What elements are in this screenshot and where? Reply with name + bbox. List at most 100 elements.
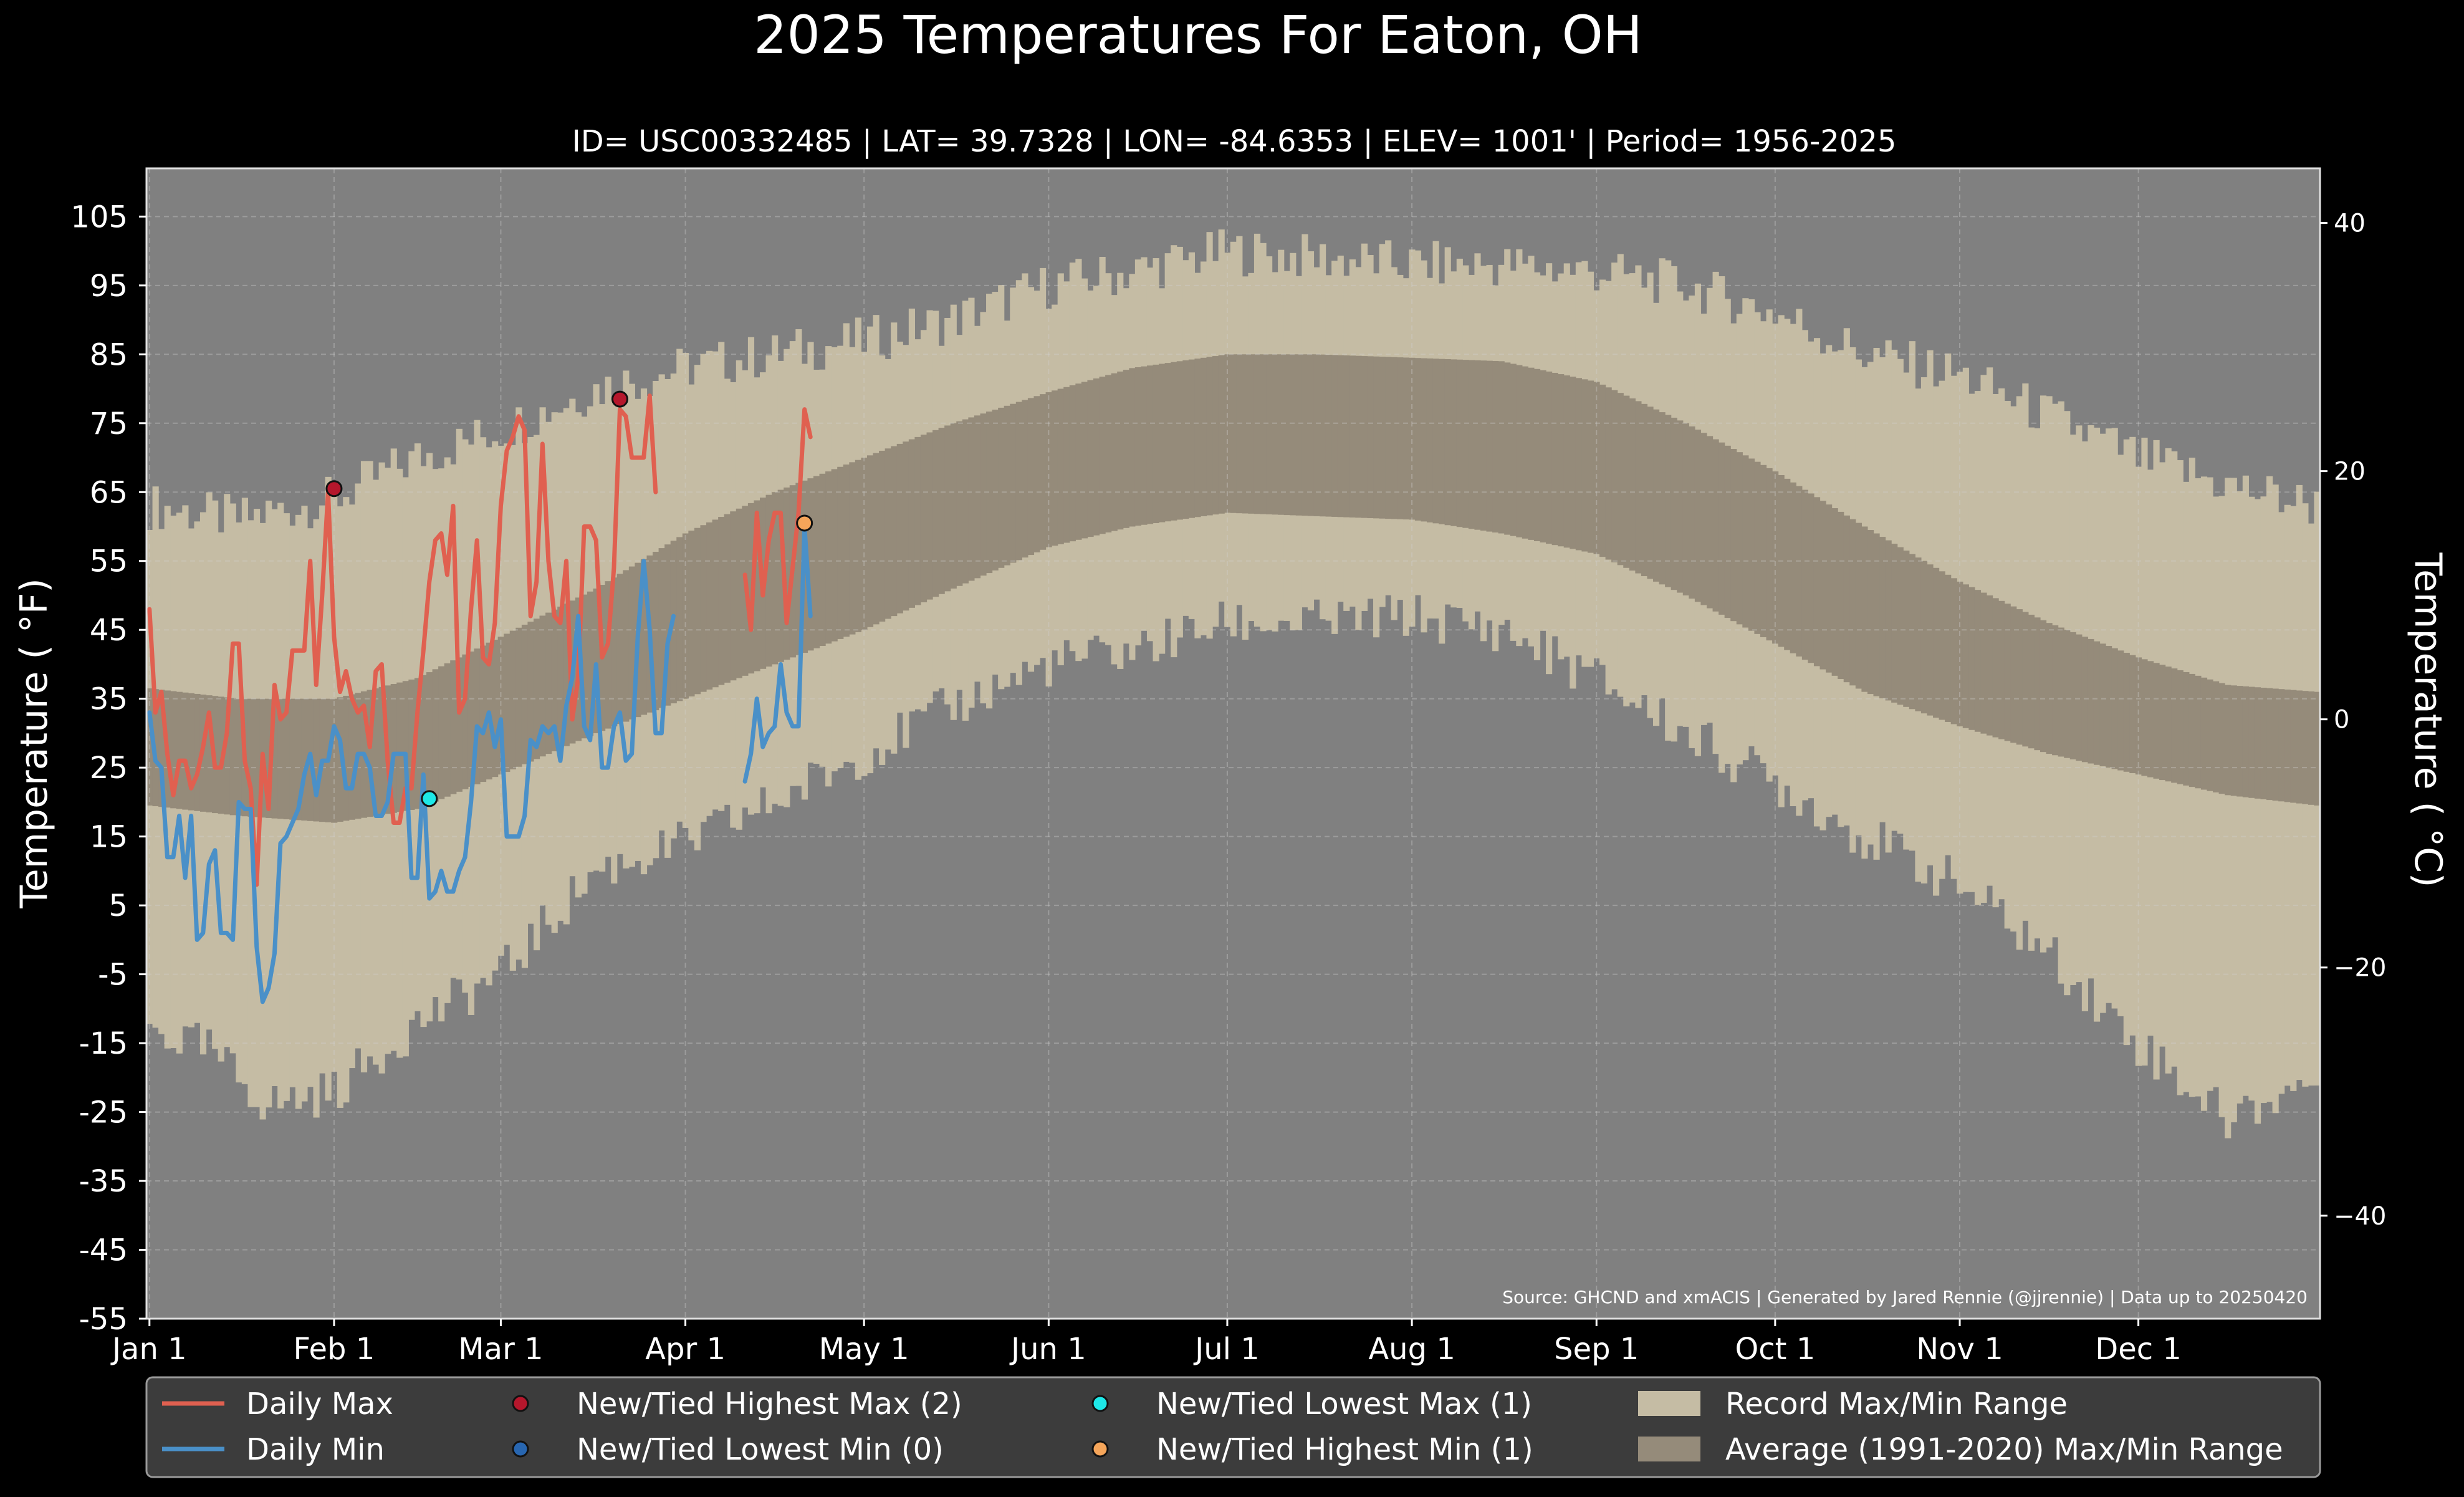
average-range-bar xyxy=(2123,653,2130,772)
average-range-bar xyxy=(1373,356,1380,519)
average-range-bar xyxy=(1081,382,1088,539)
average-range-bar xyxy=(438,666,445,799)
average-range-bar xyxy=(837,466,844,639)
average-range-bar xyxy=(1337,355,1344,517)
average-range-bar xyxy=(926,432,933,600)
average-range-bar xyxy=(1439,359,1445,524)
legend-dot-swatch xyxy=(1091,1440,1109,1458)
average-range-bar xyxy=(855,460,862,632)
average-range-bar xyxy=(176,691,183,809)
average-range-bar xyxy=(1146,365,1154,524)
average-range-bar xyxy=(188,693,195,811)
average-range-bar xyxy=(2081,637,2089,763)
average-range-bar xyxy=(712,519,719,688)
average-range-bar xyxy=(1307,354,1315,516)
average-range-bar xyxy=(1260,354,1267,514)
average-range-bar xyxy=(950,423,957,589)
legend-dot-swatch xyxy=(1091,1395,1109,1412)
average-range-bar xyxy=(1939,571,1945,720)
average-range-bar xyxy=(1563,375,1570,548)
average-range-bar xyxy=(908,439,915,608)
average-range-bar xyxy=(2147,661,2154,777)
average-range-bar xyxy=(301,698,308,821)
average-range-bar xyxy=(700,525,707,692)
series-line xyxy=(147,559,676,1004)
average-range-bar xyxy=(527,622,534,762)
average-range-bar xyxy=(932,430,939,597)
average-range-bar xyxy=(2278,689,2285,802)
record-range-bar xyxy=(2200,476,2208,1111)
plot-area: Source: GHCND and xmACIS | Generated by … xyxy=(145,167,2321,1320)
average-range-bar xyxy=(521,624,529,764)
average-range-bar xyxy=(1891,544,1898,703)
chart-subtitle: ID= USC00332485 | LAT= 39.7328 | LON= -8… xyxy=(572,124,1897,159)
legend-label: New/Tied Lowest Min (0) xyxy=(577,1432,944,1467)
average-range-bar xyxy=(2248,686,2255,798)
x-tick-label: Oct 1 xyxy=(1735,1332,1815,1367)
average-range-bar xyxy=(1671,417,1677,590)
average-range-bar xyxy=(1504,362,1511,535)
series-line xyxy=(147,393,658,887)
average-range-bar xyxy=(861,458,868,630)
average-range-bar xyxy=(1087,380,1094,537)
average-range-bar xyxy=(819,473,826,646)
average-range-bar xyxy=(313,698,320,822)
average-range-bar xyxy=(515,627,522,767)
y-tick-label: 5 xyxy=(108,888,128,923)
average-range-bar xyxy=(1176,361,1183,520)
y-axis-right: 40 20 0 −20 −40 xyxy=(2320,209,2386,1231)
average-range-bar xyxy=(2028,614,2035,749)
average-range-bar xyxy=(968,417,975,581)
x-tick-label: Aug 1 xyxy=(1368,1332,1455,1367)
series-line xyxy=(742,524,813,784)
average-range-bar xyxy=(1313,354,1320,516)
average-range-bar xyxy=(492,639,499,777)
average-range-bar xyxy=(1920,561,1928,714)
average-range-bar xyxy=(1123,370,1129,528)
average-range-bar xyxy=(1367,356,1374,519)
average-range-bar xyxy=(1665,415,1672,587)
average-range-bar xyxy=(2266,688,2273,801)
average-range-bar xyxy=(1945,574,1952,722)
average-range-bar xyxy=(253,698,261,817)
average-range-bar xyxy=(807,478,814,651)
legend-label: Daily Max xyxy=(246,1387,393,1422)
y-tick-label: 65 xyxy=(90,475,128,510)
record-range-bar xyxy=(2236,491,2243,1104)
average-range-bar xyxy=(497,637,504,775)
y-axis-label-right: Temperature ( °C) xyxy=(2406,552,2450,888)
average-range-bar xyxy=(1040,394,1047,550)
average-range-bar xyxy=(1903,551,1910,707)
average-range-bar xyxy=(1015,402,1022,561)
average-range-bar xyxy=(1230,354,1237,513)
average-range-bar xyxy=(504,633,511,773)
average-range-bar xyxy=(2260,688,2267,799)
average-range-bar xyxy=(1272,354,1278,515)
daily-series xyxy=(147,393,813,1004)
average-range-bar xyxy=(1027,398,1035,556)
average-range-bar xyxy=(998,407,1005,568)
average-range-bar xyxy=(1700,433,1707,605)
average-range-bar xyxy=(653,552,659,711)
average-range-bar xyxy=(605,581,611,729)
average-range-bar xyxy=(348,694,355,820)
y-tick-label-right: 40 xyxy=(2334,209,2366,238)
y-tick-label: -5 xyxy=(98,958,128,993)
y-tick-label: 45 xyxy=(90,613,128,648)
average-range-bar xyxy=(1748,458,1755,631)
record-range-bar xyxy=(259,522,266,1120)
average-range-bar xyxy=(1266,354,1273,514)
legend: Daily Max New/Tied Highest Max (2) New/Tie… xyxy=(145,1376,2321,1478)
average-range-bar xyxy=(2242,686,2249,797)
x-tick-label: Jun 1 xyxy=(1009,1332,1086,1367)
average-range-bar xyxy=(277,698,284,819)
average-range-bar xyxy=(450,660,457,794)
average-range-bar xyxy=(718,517,725,685)
x-tick-label: Jan 1 xyxy=(110,1332,187,1367)
average-range-bar xyxy=(2129,655,2136,774)
average-range-bar xyxy=(1432,359,1439,524)
average-range-bar xyxy=(843,465,850,637)
average-range-bar xyxy=(1641,403,1648,577)
average-range-bar xyxy=(1599,384,1606,557)
average-range-bar xyxy=(1194,359,1201,517)
